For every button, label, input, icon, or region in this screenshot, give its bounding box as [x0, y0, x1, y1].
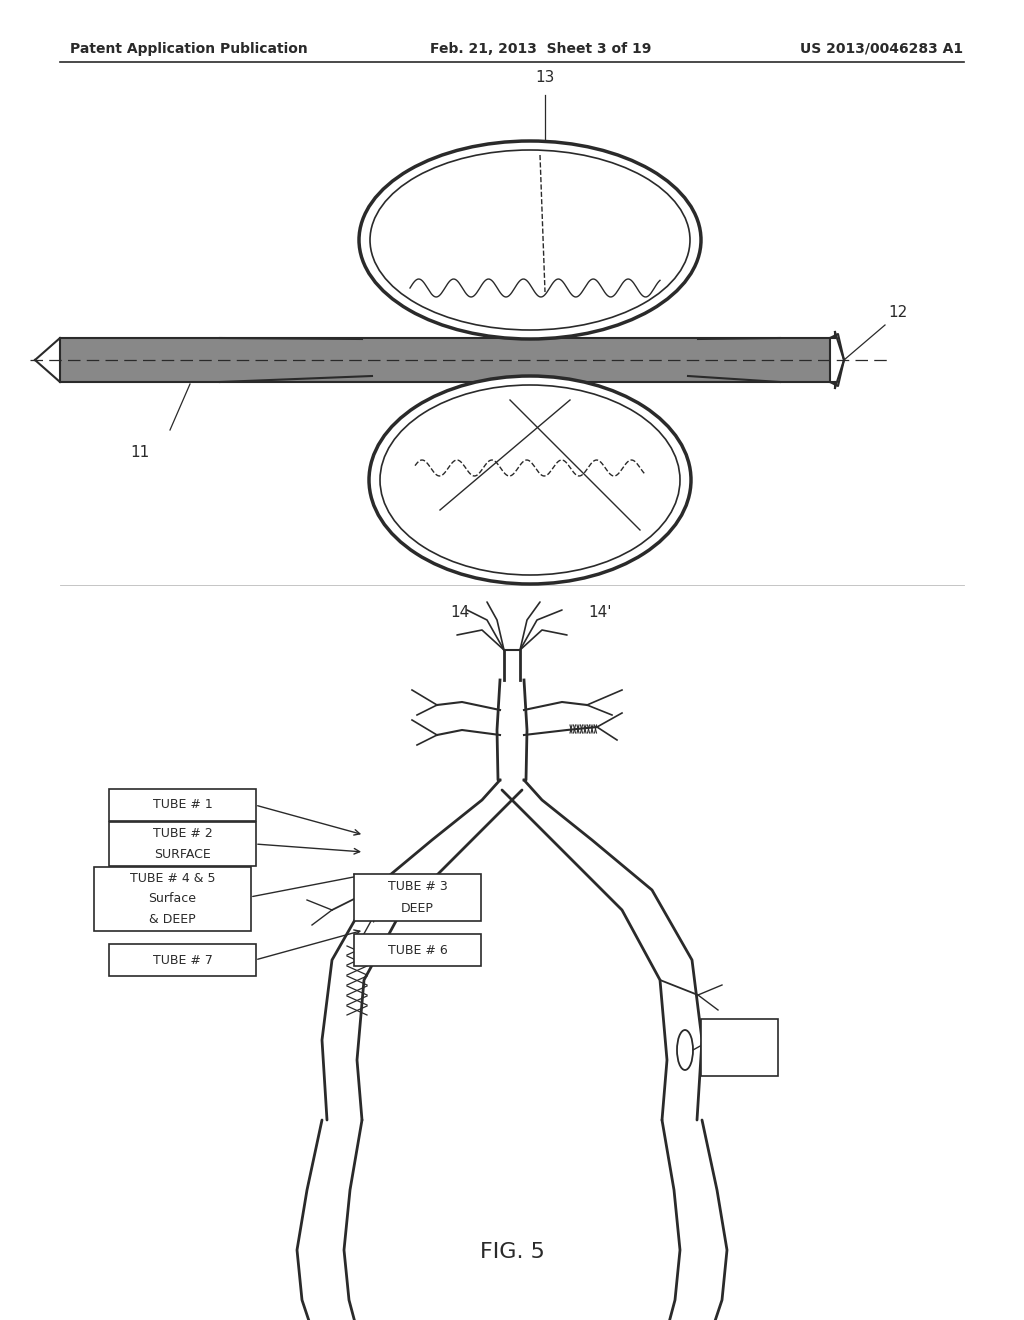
Text: Feb. 21, 2013  Sheet 3 of 19: Feb. 21, 2013 Sheet 3 of 19 — [430, 42, 651, 55]
Text: Patent Application Publication: Patent Application Publication — [70, 42, 308, 55]
Text: US 2013/0046283 A1: US 2013/0046283 A1 — [800, 42, 964, 55]
Text: TUBE # 1: TUBE # 1 — [153, 799, 212, 812]
Text: & DEEP: & DEEP — [150, 913, 196, 927]
Ellipse shape — [359, 141, 701, 339]
Text: TUBE # 6: TUBE # 6 — [388, 944, 447, 957]
Text: FIG. 5: FIG. 5 — [479, 1242, 545, 1262]
Text: TUBE # 3: TUBE # 3 — [388, 879, 447, 892]
Ellipse shape — [369, 376, 691, 583]
Text: FIG. 4: FIG. 4 — [479, 552, 545, 572]
Text: 14: 14 — [451, 605, 470, 620]
Text: Surface: Surface — [148, 892, 197, 906]
Text: SURFACE: SURFACE — [155, 847, 211, 861]
Text: 14': 14' — [588, 605, 611, 620]
FancyBboxPatch shape — [701, 1019, 778, 1076]
FancyBboxPatch shape — [109, 944, 256, 975]
FancyBboxPatch shape — [354, 874, 481, 921]
FancyBboxPatch shape — [94, 867, 251, 931]
Bar — [60, 338, 830, 381]
Text: TUBE # 7: TUBE # 7 — [153, 953, 212, 966]
FancyBboxPatch shape — [109, 822, 256, 866]
FancyBboxPatch shape — [354, 935, 481, 966]
Text: 11: 11 — [130, 445, 150, 459]
Text: 13: 13 — [536, 70, 555, 84]
FancyBboxPatch shape — [109, 789, 256, 821]
Text: TUBE # 2: TUBE # 2 — [153, 828, 212, 840]
Ellipse shape — [380, 385, 680, 576]
Text: 12: 12 — [888, 305, 907, 319]
Ellipse shape — [370, 150, 690, 330]
Text: TUBE # 4 & 5: TUBE # 4 & 5 — [130, 871, 215, 884]
Text: DEEP: DEEP — [401, 903, 434, 915]
